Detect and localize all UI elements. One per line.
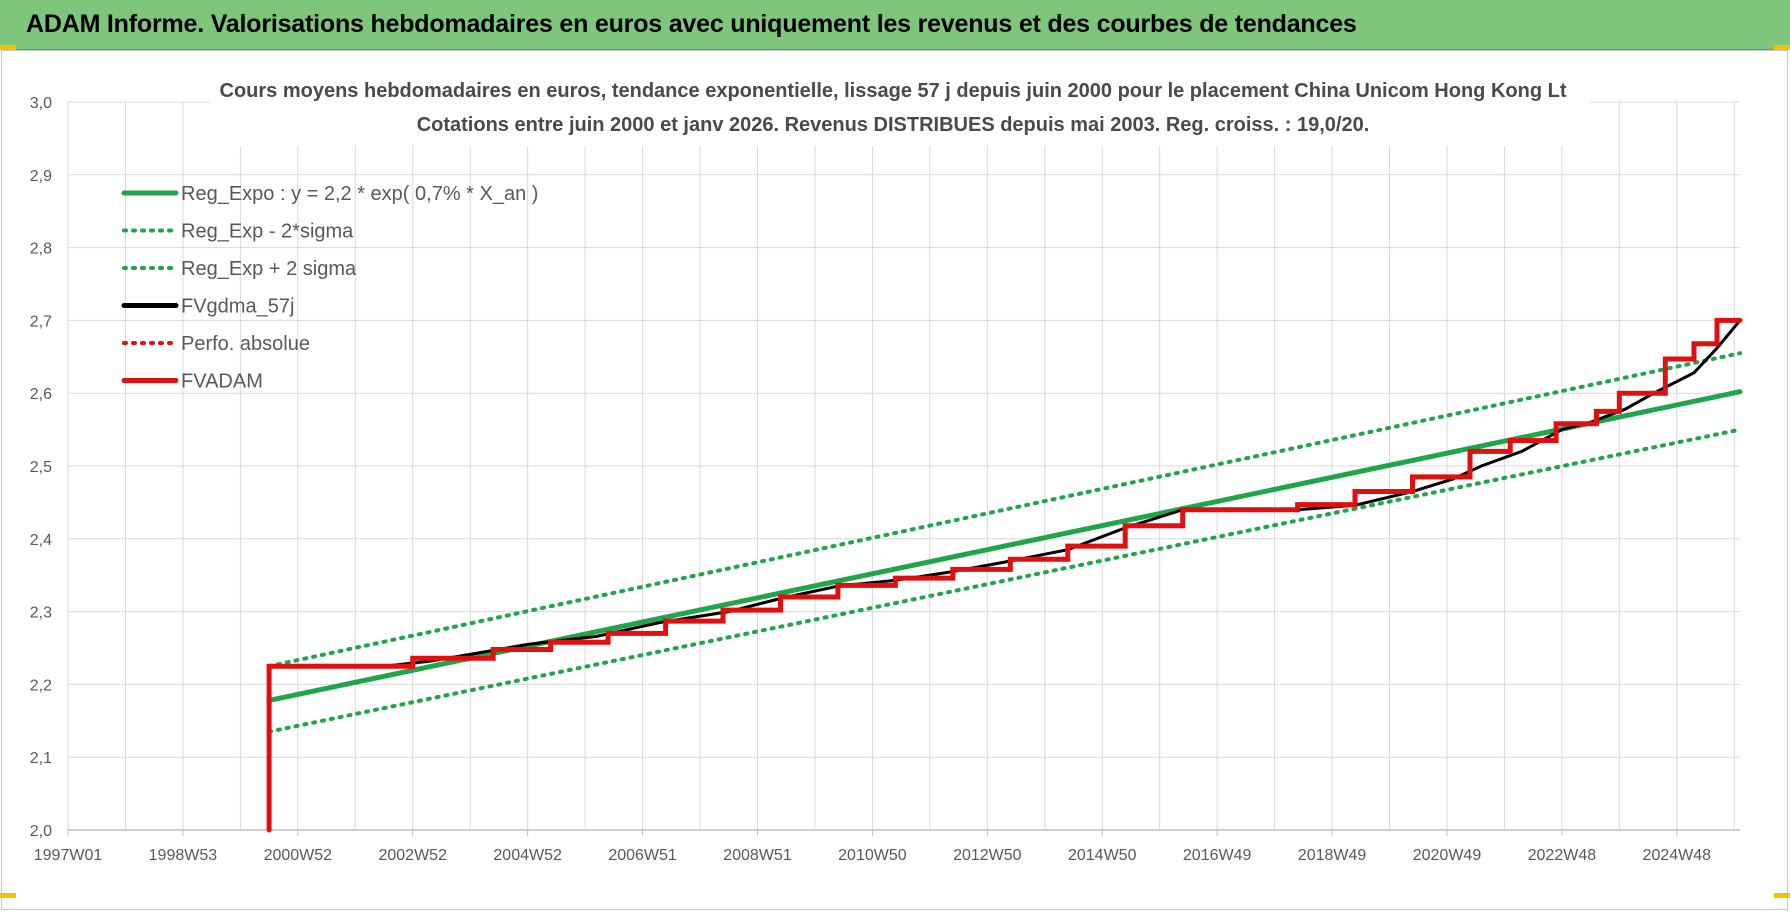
y-tick-label: 2,6 [30, 386, 52, 403]
chart-title: Cours moyens hebdomadaires en euros, ten… [220, 80, 1567, 102]
x-tick-label: 2006W51 [608, 847, 677, 864]
x-tick-label: 2012W50 [953, 847, 1022, 864]
y-tick-label: 2,7 [30, 313, 52, 330]
grid-layer [67, 101, 1740, 831]
corner-mark-bottom-right [1774, 893, 1790, 898]
legend-label: Reg_Exp + 2 sigma [181, 258, 357, 280]
chart-frame [1, 50, 1788, 910]
x-tick-label: 1997W01 [34, 847, 103, 864]
legend-label: FVADAM [181, 371, 263, 393]
series-line-1 [267, 427, 1742, 734]
y-tick-label: 2,9 [30, 168, 52, 185]
corner-mark-bottom-left [0, 893, 16, 898]
corner-mark-top-right [1774, 45, 1790, 50]
x-tick-label: 2002W52 [378, 847, 447, 864]
series-layer [266, 317, 1743, 833]
x-tick-label: 2024W48 [1643, 847, 1712, 864]
x-tick-label: 2008W51 [723, 847, 792, 864]
legend: Reg_Expo : y = 2,2 * exp( 0,7% * X_an ) R… [121, 183, 538, 393]
x-tick-label: 2022W48 [1528, 847, 1597, 864]
x-tick-label: 1998W53 [149, 847, 218, 864]
x-tick-label: 2014W50 [1068, 847, 1137, 864]
y-tick-label: 3,0 [30, 95, 52, 112]
x-tick-label: 2000W52 [264, 847, 333, 864]
y-tick-label: 2,2 [30, 677, 52, 694]
series-line-3 [267, 318, 1742, 668]
x-tick-label: 2010W50 [838, 847, 907, 864]
legend-label: Reg_Expo : y = 2,2 * exp( 0,7% * X_an ) [181, 183, 538, 205]
page-title: ADAM Informe. Valorisations hebdomadaire… [26, 10, 1357, 38]
legend-label: Reg_Exp - 2*sigma [181, 221, 354, 243]
x-tick-label: 2018W49 [1298, 847, 1367, 864]
header-banner: ADAM Informe. Valorisations hebdomadaire… [0, 0, 1790, 50]
x-tick-label: 2016W49 [1183, 847, 1252, 864]
x-tick-label: 2020W49 [1413, 847, 1482, 864]
axis-layer: 2,0 2,1 2,2 2,3 2,4 2,5 2,6 2,7 2,8 2,9 3,0 1997W01… [30, 95, 1740, 864]
y-tick-label: 2,0 [30, 823, 52, 840]
corner-mark-top-left [0, 45, 16, 50]
legend-label: Perfo. absolue [181, 333, 310, 355]
y-tick-label: 2,3 [30, 605, 52, 622]
y-tick-label: 2,4 [30, 532, 52, 549]
y-tick-label: 2,5 [30, 459, 52, 476]
legend-label: FVgdma_57j [181, 296, 294, 318]
x-tick-label: 2004W52 [493, 847, 562, 864]
series-line-5 [266, 317, 1743, 833]
y-tick-label: 2,1 [30, 750, 52, 767]
title-background [210, 68, 1590, 146]
y-tick-label: 2,8 [30, 241, 52, 258]
chart-subtitle: Cotations entre juin 2000 et janv 2026. … [417, 114, 1370, 136]
series-line-2 [267, 351, 1742, 669]
